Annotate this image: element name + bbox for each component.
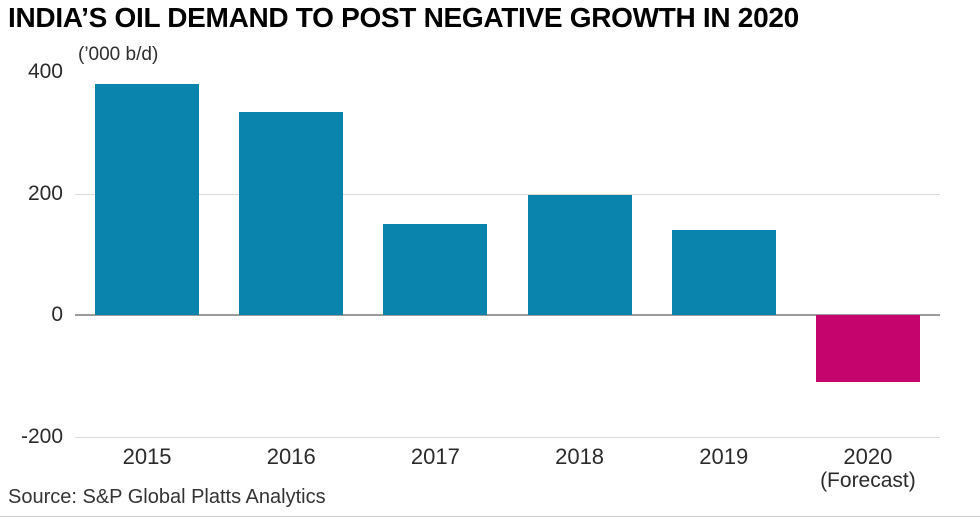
y-tick-label: 200 (27, 181, 63, 205)
x-tick-year: 2020 (843, 444, 893, 469)
source-credit: Source: S&P Global Platts Analytics (8, 486, 326, 508)
y-axis: 400 200 0 -200 (0, 0, 63, 516)
bar-2017 (383, 224, 488, 316)
zero-axis-line (75, 314, 940, 317)
bar-2015 (95, 84, 200, 316)
y-tick-label: 400 (27, 60, 63, 83)
plot-area (75, 72, 940, 438)
x-tick-year: 2017 (410, 444, 460, 469)
bar-2019 (671, 230, 776, 316)
x-tick-label: 2019 (699, 444, 749, 469)
gridline (75, 193, 940, 195)
chart-title: INDIA’S OIL DEMAND TO POST NEGATIVE GROW… (8, 2, 799, 33)
x-tick-label: 2016 (266, 444, 316, 469)
bar-2018 (527, 194, 632, 316)
x-tick-year: 2019 (699, 444, 749, 469)
x-tick-year: 2015 (122, 444, 172, 469)
x-tick-year: 2018 (555, 444, 605, 469)
x-tick-label: 2020 (Forecast) (820, 444, 916, 493)
x-tick-sublabel: (Forecast) (820, 469, 916, 493)
x-tick-year: 2016 (266, 444, 316, 469)
x-tick-label: 2015 (122, 444, 172, 469)
y-tick-label: -200 (20, 425, 63, 448)
x-tick-label: 2017 (410, 444, 460, 469)
bar-2020 (815, 315, 920, 383)
x-tick-label: 2018 (555, 444, 605, 469)
gridline (75, 437, 940, 438)
y-axis-unit-label: (’000 b/d) (78, 44, 159, 65)
y-tick-label: 0 (51, 303, 63, 327)
bar-2016 (239, 111, 344, 316)
